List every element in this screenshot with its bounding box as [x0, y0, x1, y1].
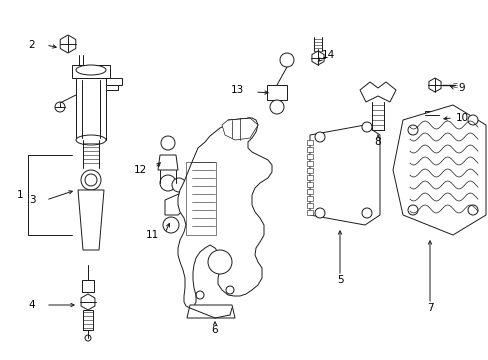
Polygon shape: [392, 105, 485, 235]
Polygon shape: [106, 85, 118, 90]
Circle shape: [81, 170, 101, 190]
Circle shape: [314, 132, 325, 142]
Ellipse shape: [76, 135, 106, 145]
Polygon shape: [83, 310, 93, 330]
Polygon shape: [266, 85, 286, 100]
Circle shape: [172, 178, 185, 192]
Polygon shape: [186, 305, 235, 318]
Circle shape: [361, 208, 371, 218]
Polygon shape: [158, 155, 178, 170]
Text: 14: 14: [321, 50, 334, 60]
Polygon shape: [81, 294, 95, 310]
Text: 3: 3: [29, 195, 35, 205]
Circle shape: [161, 136, 175, 150]
Polygon shape: [359, 82, 395, 102]
Circle shape: [407, 125, 417, 135]
Text: 4: 4: [29, 300, 35, 310]
Circle shape: [427, 117, 435, 125]
Polygon shape: [311, 51, 324, 65]
Text: 10: 10: [454, 113, 468, 123]
Text: 11: 11: [145, 230, 158, 240]
Polygon shape: [222, 118, 258, 140]
Text: 2: 2: [29, 40, 35, 50]
Polygon shape: [76, 78, 106, 140]
Bar: [306, 182, 312, 187]
Circle shape: [467, 205, 477, 215]
Bar: [424, 111, 438, 119]
Circle shape: [207, 250, 231, 274]
Polygon shape: [178, 118, 271, 308]
Text: 8: 8: [374, 137, 381, 147]
Bar: [306, 161, 312, 166]
Circle shape: [269, 100, 284, 114]
Polygon shape: [60, 35, 76, 53]
Polygon shape: [428, 78, 440, 92]
Bar: [306, 196, 312, 201]
Bar: [306, 154, 312, 159]
Polygon shape: [78, 190, 104, 250]
Bar: [306, 189, 312, 194]
Polygon shape: [309, 125, 379, 225]
Polygon shape: [82, 280, 94, 292]
Circle shape: [361, 122, 371, 132]
Circle shape: [407, 205, 417, 215]
Text: 5: 5: [336, 275, 343, 285]
Polygon shape: [72, 65, 110, 78]
Bar: [306, 147, 312, 152]
Circle shape: [163, 217, 179, 233]
Bar: [306, 168, 312, 173]
Text: 9: 9: [458, 83, 465, 93]
Circle shape: [160, 175, 176, 191]
Ellipse shape: [76, 65, 106, 75]
Bar: [306, 203, 312, 208]
Polygon shape: [106, 78, 122, 85]
Text: 7: 7: [426, 303, 432, 313]
Polygon shape: [164, 190, 193, 215]
Text: 12: 12: [133, 165, 146, 175]
Text: 6: 6: [211, 325, 218, 335]
Bar: [306, 175, 312, 180]
Bar: [306, 140, 312, 145]
Bar: [306, 210, 312, 215]
Circle shape: [55, 102, 65, 112]
Circle shape: [314, 208, 325, 218]
Circle shape: [280, 53, 293, 67]
Text: 13: 13: [230, 85, 243, 95]
Circle shape: [467, 115, 477, 125]
Text: 1: 1: [17, 190, 23, 200]
